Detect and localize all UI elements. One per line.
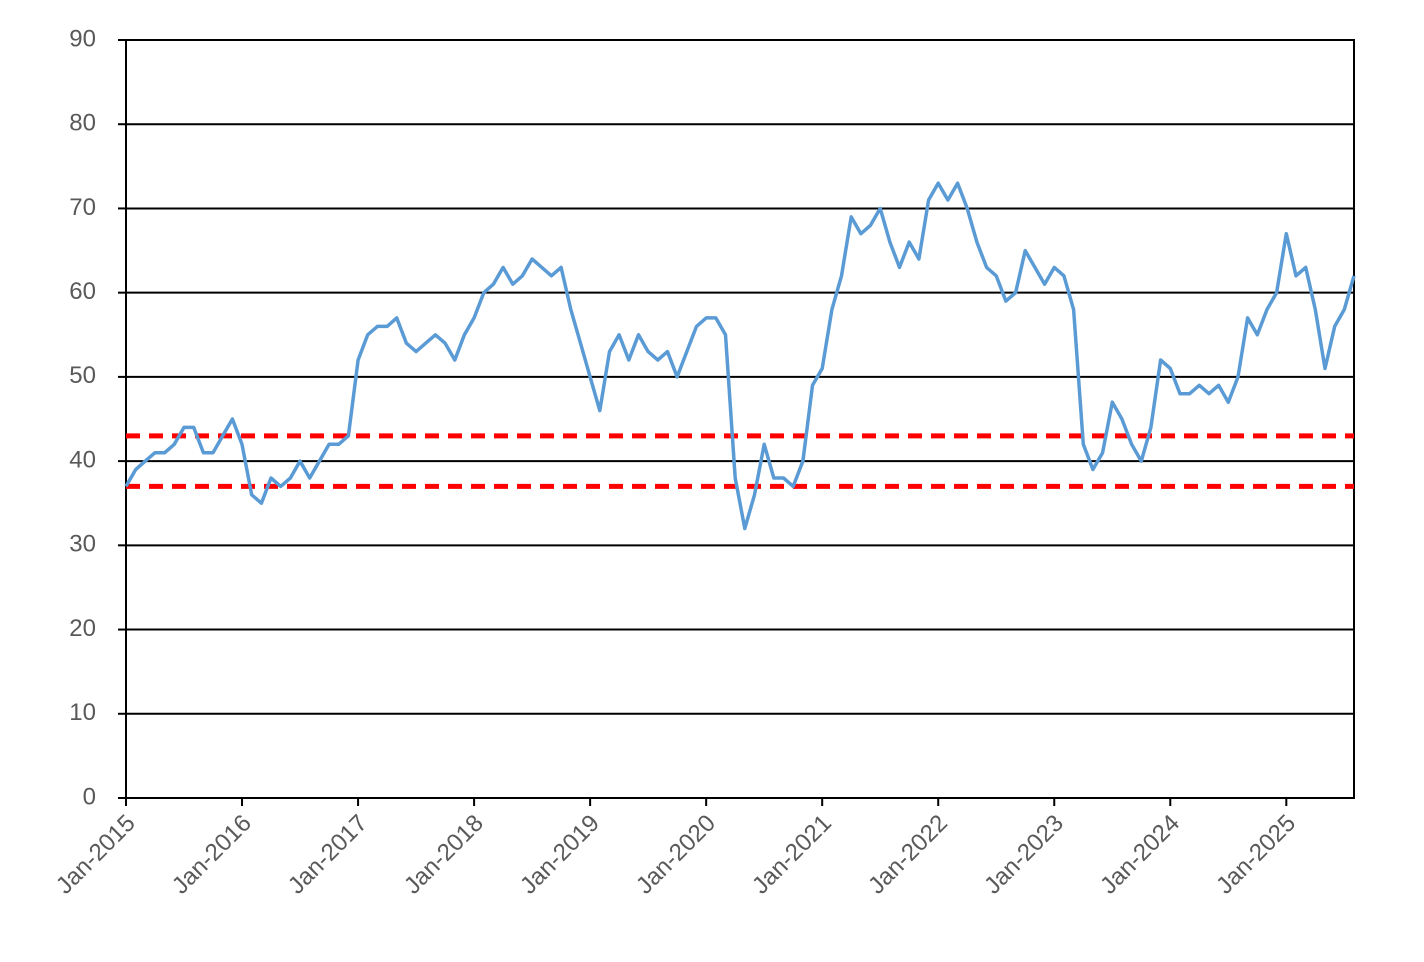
x-tick-label: Jan-2019 — [515, 810, 605, 900]
x-tick-label: Jan-2018 — [399, 810, 489, 900]
x-tick-label: Jan-2020 — [631, 810, 721, 900]
x-tick-label: Jan-2015 — [51, 810, 141, 900]
y-tick-label: 10 — [69, 699, 96, 726]
plot-frame — [125, 39, 1355, 799]
y-tick-label: 50 — [69, 362, 96, 389]
y-tick-label: 70 — [69, 194, 96, 221]
y-tick-label: 40 — [69, 446, 96, 473]
y-tick-label: 0 — [83, 783, 96, 810]
y-tick-label: 80 — [69, 110, 96, 137]
y-tick-label: 60 — [69, 278, 96, 305]
y-tick-label: 20 — [69, 615, 96, 642]
x-tick-label: Jan-2016 — [167, 810, 257, 900]
x-tick-label: Jan-2022 — [863, 810, 953, 900]
data-line — [124, 181, 1356, 531]
y-tick-label: 90 — [69, 25, 96, 52]
x-tick-label: Jan-2021 — [747, 810, 837, 900]
y-tick-label: 30 — [69, 531, 96, 558]
x-tick-label: Jan-2025 — [1211, 810, 1301, 900]
x-tick-label: Jan-2024 — [1095, 810, 1185, 900]
x-tick-label: Jan-2023 — [979, 810, 1069, 900]
x-tick-label: Jan-2017 — [283, 810, 373, 900]
